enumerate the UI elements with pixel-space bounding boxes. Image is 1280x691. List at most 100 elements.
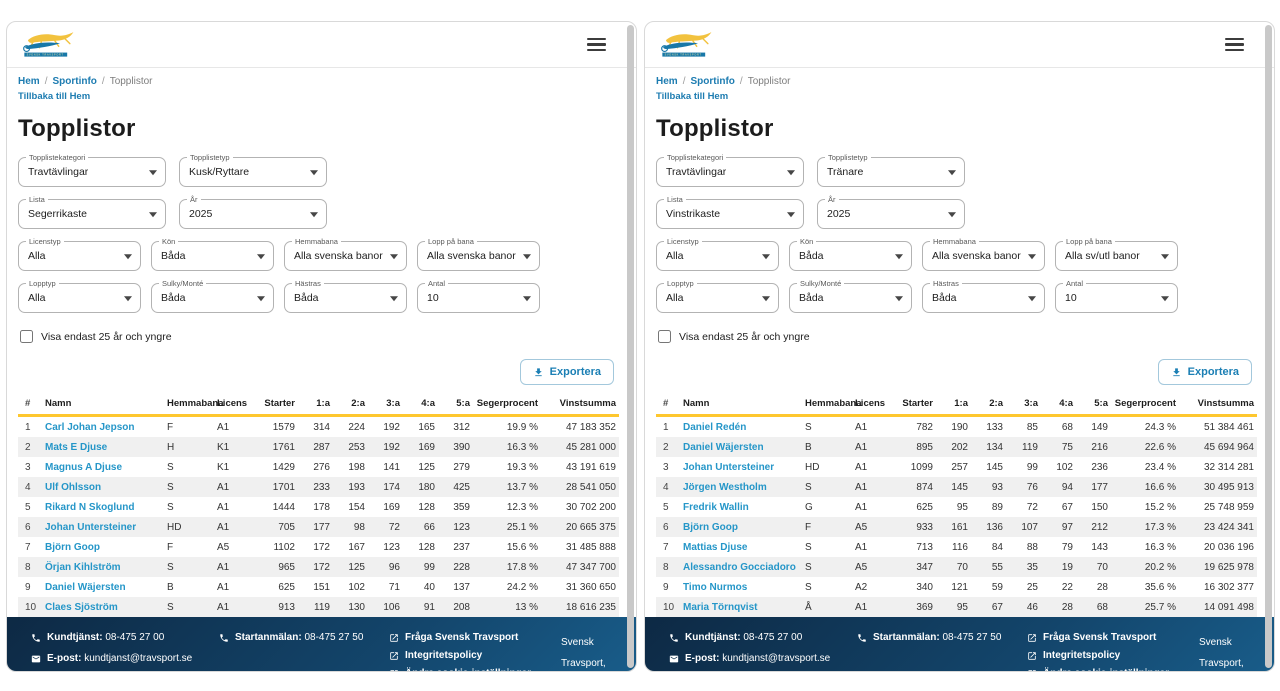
table-cell: 85: [1026, 421, 1038, 433]
table-cell: 145: [986, 461, 1003, 473]
filter-select-k-n[interactable]: Kön Båda: [151, 236, 274, 271]
table-cell: 99: [1026, 461, 1038, 473]
back-to-home-link[interactable]: Tillbaka till Hem: [18, 91, 91, 102]
filter-select-antal[interactable]: Antal 10: [417, 278, 540, 313]
filters-row-2: Lista Segerrikaste År 2025: [18, 194, 616, 229]
footer-link[interactable]: Ändra cookie-inställningar: [1027, 668, 1199, 671]
age-filter-checkbox[interactable]: [658, 330, 671, 343]
footer-link[interactable]: Integritetspolicy: [389, 650, 561, 661]
table-name-link[interactable]: Ulf Ohlsson: [45, 481, 102, 493]
table-cell: S: [805, 561, 812, 573]
table-cell: 390: [453, 441, 470, 453]
filter-select-licenstyp[interactable]: Licenstyp Alla: [656, 236, 779, 271]
filter-select-r[interactable]: År 2025: [817, 194, 965, 229]
filter-select-h-stras[interactable]: Hästras Båda: [922, 278, 1045, 313]
filter-select-h-stras[interactable]: Hästras Båda: [284, 278, 407, 313]
table-name-link[interactable]: Johan Untersteiner: [683, 461, 775, 473]
table-name-link[interactable]: Mats E Djuse: [45, 441, 108, 453]
table-row: 10 Maria Törnqvist Å A1 369 95 67 46 28 68 25.7 % 1…: [656, 597, 1257, 617]
table-name-link[interactable]: Björn Goop: [683, 521, 738, 533]
filter-select-lopptyp[interactable]: Lopptyp Alla: [18, 278, 141, 313]
export-button[interactable]: Exportera: [1157, 359, 1252, 385]
filter-select-topplistekategori[interactable]: Topplistekategori Travtävlingar: [656, 152, 804, 187]
breadcrumb-item-hem[interactable]: Hem: [18, 76, 40, 87]
footer-link[interactable]: Ändra cookie-inställningar: [389, 668, 561, 671]
table-name-link[interactable]: Timo Nurmos: [683, 581, 748, 593]
age-filter-checkbox[interactable]: [20, 330, 33, 343]
filter-select-r[interactable]: År 2025: [179, 194, 327, 229]
menu-button[interactable]: [583, 31, 610, 59]
table-cell: 705: [278, 521, 295, 533]
rank-cell: 7: [663, 541, 669, 553]
filter-select-hemmabana[interactable]: Hemmabana Alla svenska banor: [284, 236, 407, 271]
table-cell: 25: [1026, 581, 1038, 593]
table-cell: 119: [314, 601, 330, 613]
table-cell: 145: [951, 481, 968, 493]
footer-link[interactable]: Integritetspolicy: [1027, 650, 1199, 661]
table-header: Licens: [855, 398, 886, 409]
table-name-link[interactable]: Carl Johan Jepson: [45, 421, 135, 433]
filter-select-sulky-mont[interactable]: Sulky/Monté Båda: [151, 278, 274, 313]
breadcrumb-item-hem[interactable]: Hem: [656, 76, 678, 87]
table-cell: 233: [313, 481, 330, 493]
filter-select-sulky-mont[interactable]: Sulky/Monté Båda: [789, 278, 912, 313]
filter-select-topplistetyp[interactable]: Topplistetyp Tränare: [817, 152, 965, 187]
rank-cell: 10: [663, 601, 675, 613]
chevron-down-icon: [1161, 254, 1169, 260]
table-header: #: [25, 398, 31, 409]
chevron-down-icon: [948, 212, 956, 218]
breadcrumb-item-topplistor: Topplistor: [109, 76, 153, 87]
filter-select-lista[interactable]: Lista Segerrikaste: [18, 194, 166, 229]
footer-link[interactable]: Fråga Svensk Travsport: [1027, 632, 1199, 643]
table-name-link[interactable]: Fredrik Wallin: [683, 501, 749, 513]
table-name-link[interactable]: Maria Törnqvist: [683, 601, 758, 613]
table-cell: 782: [916, 421, 933, 433]
table-cell: Mattias Djuse: [680, 537, 802, 557]
scrollbar[interactable]: [1265, 25, 1272, 668]
back-to-home-link[interactable]: Tillbaka till Hem: [656, 91, 729, 102]
footer-email-text[interactable]: E-post: kundtjanst@travsport.se: [47, 653, 193, 664]
table-name-link[interactable]: Daniel Wäjersten: [683, 441, 764, 453]
table-name-link[interactable]: Örjan Kihlström: [45, 561, 121, 573]
table-name-link[interactable]: Björn Goop: [45, 541, 100, 553]
menu-button[interactable]: [1221, 31, 1248, 59]
footer-email-text[interactable]: E-post: kundtjanst@travsport.se: [685, 653, 831, 664]
filter-select-licenstyp[interactable]: Licenstyp Alla: [18, 236, 141, 271]
table-name-link[interactable]: Claes Sjöström: [45, 601, 118, 613]
footer-link-label: Fråga Svensk Travsport: [1043, 632, 1157, 643]
table-name-link[interactable]: Daniel Redén: [683, 421, 747, 433]
filter-select-hemmabana[interactable]: Hemmabana Alla svenska banor: [922, 236, 1045, 271]
table-name-link[interactable]: Daniel Wäjersten: [45, 581, 126, 593]
filter-label: Topplistekategori: [664, 152, 727, 162]
chevron-down-icon: [390, 254, 398, 260]
table-cell: 237: [453, 541, 470, 553]
filter-select-lopptyp[interactable]: Lopptyp Alla: [656, 278, 779, 313]
table-header: Vinstsumma: [1197, 398, 1254, 409]
table-row: 10 Claes Sjöström S A1 913 119 130 106 91 208 13 %…: [18, 597, 619, 617]
scrollbar[interactable]: [627, 25, 634, 668]
footer-link[interactable]: Fråga Svensk Travsport: [389, 632, 561, 643]
table-cell: 136: [986, 521, 1003, 533]
table-name-link[interactable]: Johan Untersteiner: [45, 521, 137, 533]
filter-select-k-n[interactable]: Kön Båda: [789, 236, 912, 271]
filter-select-lopp-p-bana[interactable]: Lopp på bana Alla svenska banor: [417, 236, 540, 271]
table-header: Namn: [45, 398, 72, 409]
table-name-link[interactable]: Mattias Djuse: [683, 541, 748, 553]
breadcrumb-item-sportinfo[interactable]: Sportinfo: [52, 76, 97, 87]
export-button[interactable]: Exportera: [519, 359, 614, 385]
filter-select-topplistekategori[interactable]: Topplistekategori Travtävlingar: [18, 152, 166, 187]
filter-value: 10: [427, 292, 439, 304]
table-name-link[interactable]: Alessandro Gocciadoro: [683, 561, 796, 573]
table-cell: 625: [278, 581, 295, 593]
breadcrumb-item-sportinfo[interactable]: Sportinfo: [690, 76, 735, 87]
filter-select-antal[interactable]: Antal 10: [1055, 278, 1178, 313]
table-name-link[interactable]: Magnus A Djuse: [45, 461, 123, 473]
filter-select-lista[interactable]: Lista Vinstrikaste: [656, 194, 804, 229]
table-row: 2 Mats E Djuse H K1 1761 287 253 192 169 390 16.3 …: [18, 437, 619, 457]
table-cell: 24.2 %: [506, 581, 538, 593]
table-name-link[interactable]: Rikard N Skoglund: [45, 501, 135, 513]
filter-select-lopp-p-bana[interactable]: Lopp på bana Alla sv/utl banor: [1055, 236, 1178, 271]
table-name-link[interactable]: Jörgen Westholm: [683, 481, 767, 493]
svg-text:SVENSK TRAVSPORT: SVENSK TRAVSPORT: [27, 53, 64, 56]
filter-select-topplistetyp[interactable]: Topplistetyp Kusk/Ryttare: [179, 152, 327, 187]
